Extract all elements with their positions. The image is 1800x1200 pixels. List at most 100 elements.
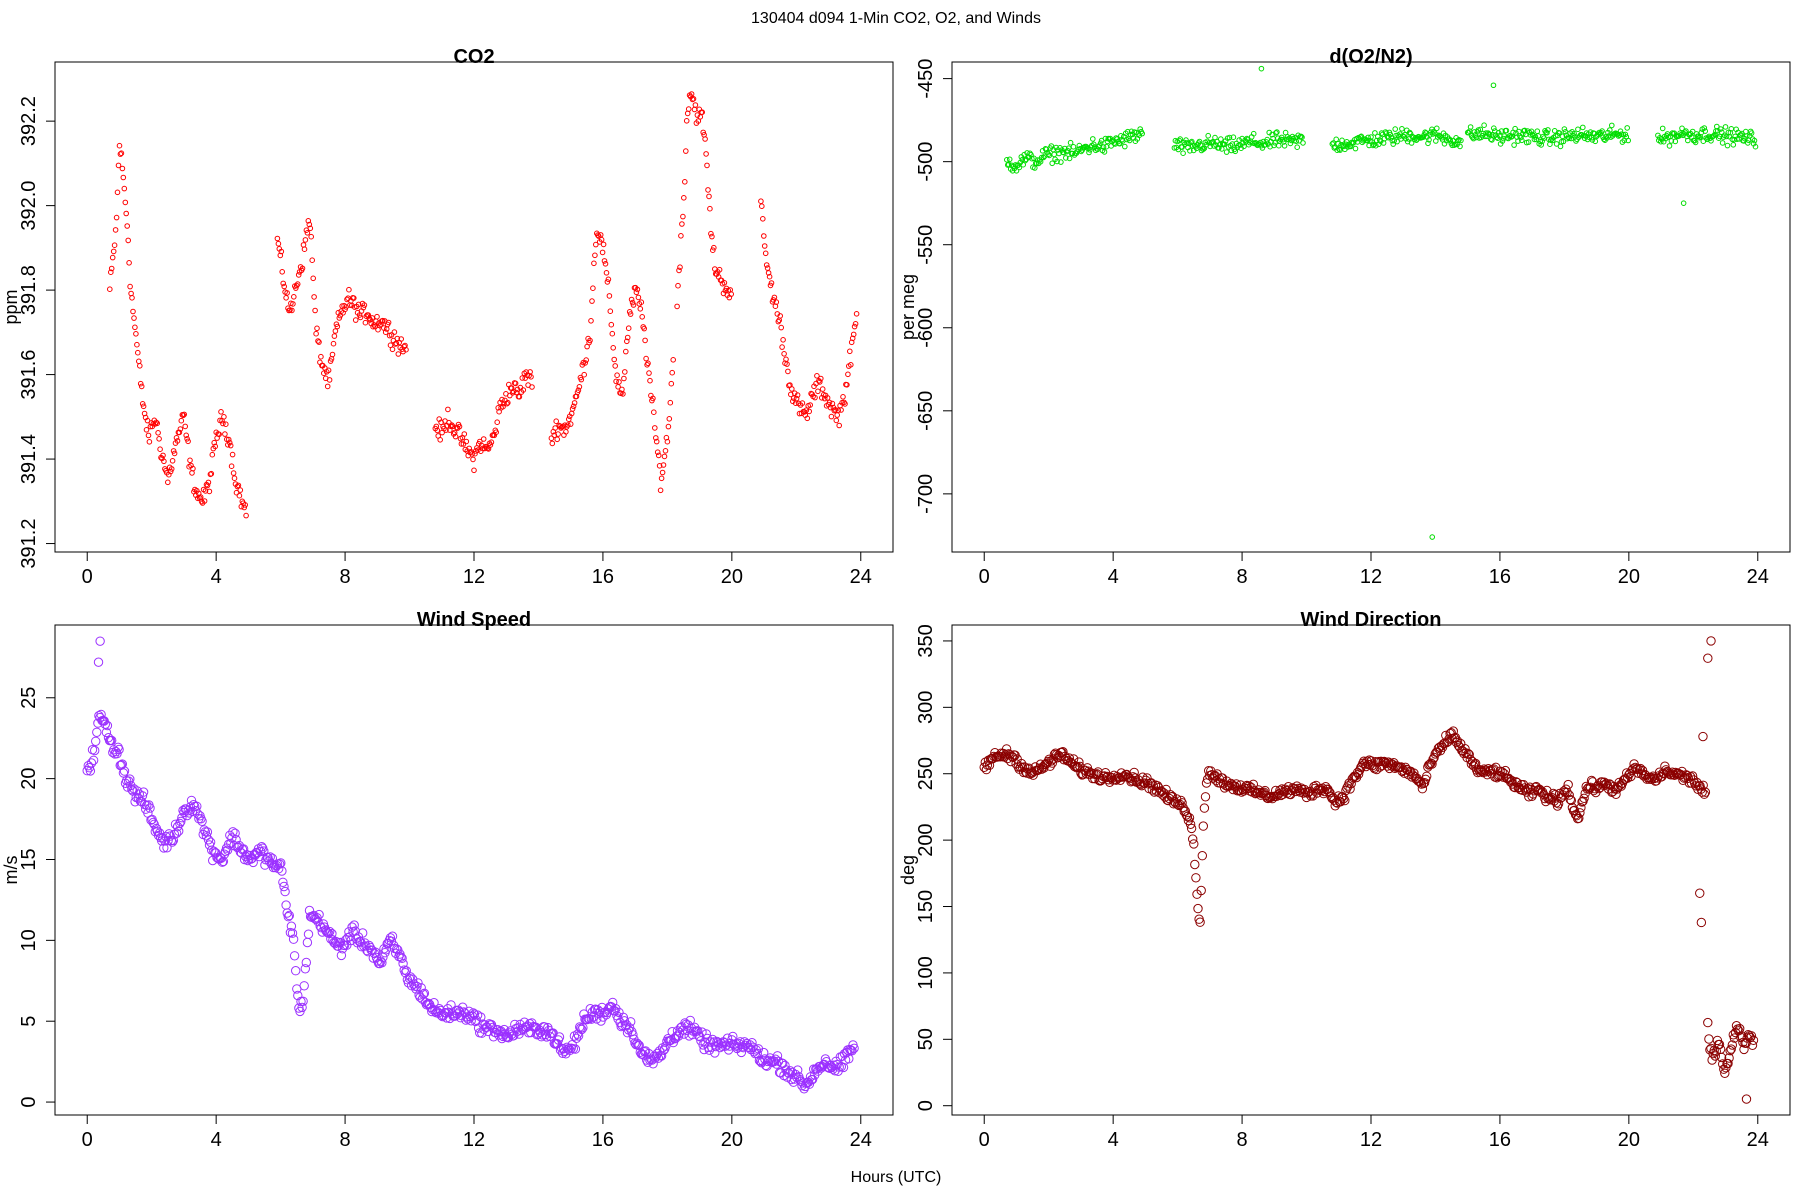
data-point	[187, 457, 193, 464]
data-point	[140, 403, 147, 410]
data-point	[293, 990, 303, 1001]
data-point	[283, 912, 293, 922]
data-point	[1070, 144, 1077, 150]
data-point	[387, 931, 398, 941]
data-point	[847, 348, 853, 355]
data-point	[1193, 145, 1200, 152]
data-point	[1458, 137, 1464, 144]
data-point	[177, 426, 184, 432]
data-point	[592, 252, 598, 259]
data-point	[1124, 128, 1131, 135]
data-point	[284, 910, 294, 921]
data-point	[1430, 749, 1440, 759]
data-point	[850, 331, 857, 338]
data-point	[138, 787, 149, 797]
x-tick-label: 24	[1747, 1129, 1769, 1151]
data-point	[603, 270, 610, 276]
outlier-point	[1695, 888, 1705, 898]
y-tick-label: -550	[915, 225, 937, 265]
x-tick-label: 20	[721, 566, 743, 588]
data-point	[834, 412, 841, 418]
data-point	[1182, 811, 1193, 822]
data-point	[569, 406, 576, 412]
data-point	[608, 321, 615, 328]
data-point	[1273, 130, 1279, 136]
data-point	[653, 438, 660, 445]
data-point	[654, 449, 661, 456]
data-point	[1196, 885, 1206, 896]
data-point	[702, 136, 708, 142]
data-point	[578, 1023, 588, 1033]
data-point	[327, 928, 337, 939]
data-point	[125, 774, 135, 784]
data-point	[174, 826, 184, 836]
data-point	[610, 1006, 620, 1016]
data-point	[107, 735, 117, 746]
data-point	[202, 488, 209, 494]
data-point	[274, 235, 281, 242]
data-point	[123, 210, 129, 217]
data-point	[370, 947, 381, 957]
data-point	[229, 451, 236, 458]
data-point	[1580, 124, 1586, 131]
data-point	[183, 432, 189, 439]
data-point	[519, 375, 526, 381]
data-point	[634, 286, 641, 293]
data-point	[1669, 130, 1676, 136]
data-point	[1181, 810, 1192, 820]
data-point	[1387, 131, 1394, 138]
data-point	[287, 928, 298, 938]
data-point	[677, 264, 683, 271]
data-point	[662, 448, 669, 454]
data-point	[257, 842, 267, 852]
data-point	[101, 727, 112, 738]
data-point	[1129, 767, 1139, 778]
data-point	[1049, 160, 1055, 167]
data-point	[1723, 1058, 1733, 1069]
data-point	[1730, 142, 1737, 148]
data-point	[493, 429, 500, 436]
data-point	[1683, 773, 1694, 783]
data-point	[349, 302, 355, 309]
data-point	[641, 325, 648, 332]
data-point	[1624, 125, 1630, 131]
data-point	[683, 1020, 693, 1030]
data-point	[1013, 168, 1020, 174]
data-point	[1183, 137, 1189, 143]
data-point	[289, 951, 300, 961]
data-point	[118, 150, 125, 156]
data-point	[171, 450, 178, 457]
data-point	[615, 1017, 625, 1028]
data-point	[659, 469, 666, 476]
data-point	[1045, 151, 1052, 157]
data-point	[620, 391, 626, 397]
data-point	[1087, 147, 1093, 153]
data-point	[463, 438, 470, 445]
data-points	[82, 636, 859, 1094]
data-point	[1571, 130, 1577, 137]
data-point	[1231, 779, 1242, 789]
data-point	[253, 844, 264, 854]
y-tick-label: 392.2	[18, 96, 40, 146]
data-point	[1734, 1026, 1744, 1036]
outlier-point	[95, 636, 105, 646]
data-point	[1001, 744, 1012, 754]
data-point	[91, 736, 101, 746]
data-point	[143, 427, 150, 433]
data-point	[355, 301, 362, 308]
data-point	[710, 1048, 720, 1058]
data-point	[1195, 917, 1205, 927]
data-point	[610, 345, 617, 351]
data-point	[1451, 142, 1457, 148]
data-point	[449, 422, 455, 428]
data-point	[1103, 143, 1110, 150]
data-point	[1118, 772, 1129, 782]
data-point	[470, 456, 476, 463]
data-point	[1477, 126, 1484, 133]
data-point	[1700, 787, 1711, 797]
data-point	[124, 776, 134, 786]
data-point	[695, 1032, 705, 1042]
data-point	[283, 295, 289, 301]
data-point	[1503, 127, 1510, 134]
y-tick-label: 5	[18, 1016, 40, 1027]
